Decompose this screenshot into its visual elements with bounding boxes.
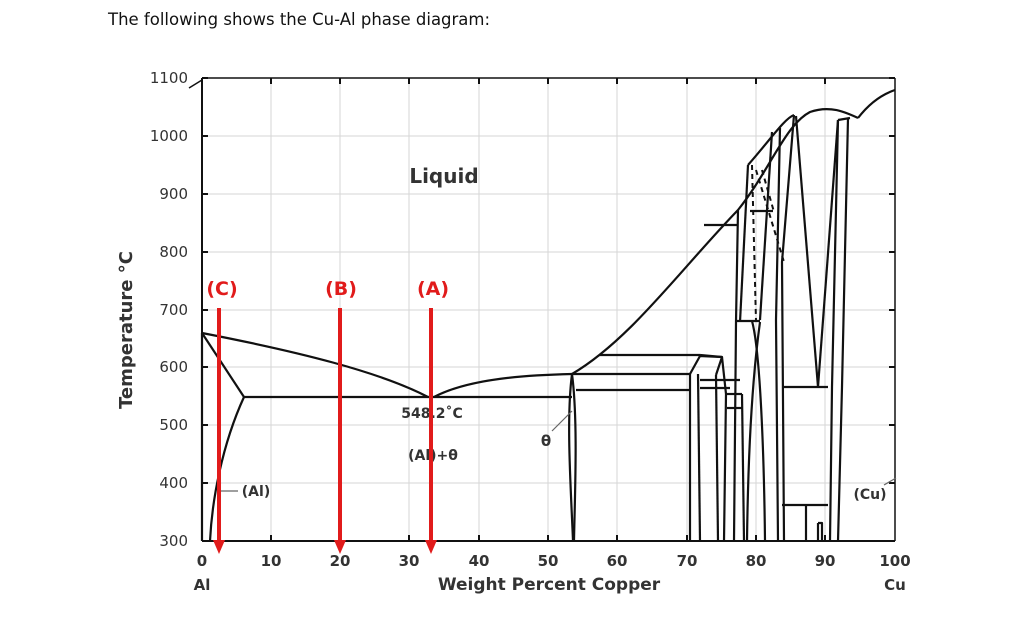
- x-tick-label: 90: [815, 552, 836, 570]
- x-end-label-al: Al: [194, 576, 211, 594]
- x-tick-label: 30: [399, 552, 420, 570]
- marker-c: (C): [206, 278, 238, 554]
- x-tick-label: 60: [607, 552, 628, 570]
- theta-leader-line: [551, 410, 573, 432]
- y-tick-label: 600: [159, 358, 188, 376]
- y-tick-label: 1100: [150, 69, 188, 87]
- y-tick-labels: 1100 1000 900 800 700 600 500 400 300: [150, 69, 188, 550]
- marker-c-label: (C): [206, 278, 237, 300]
- x-tick-label: 0: [197, 552, 207, 570]
- marker-b-arrowhead: [334, 540, 346, 554]
- liquid-label: Liquid: [409, 164, 478, 188]
- x-tick-label: 20: [330, 552, 351, 570]
- y-tick-label: 300: [159, 532, 188, 550]
- x-tick-label: 10: [261, 552, 282, 570]
- x-tick-label: 50: [538, 552, 559, 570]
- y-tick-label: 1000: [150, 127, 188, 145]
- theta-label: θ: [541, 432, 551, 450]
- y-tick-leader: [188, 79, 203, 89]
- y-tick-label: 700: [159, 301, 188, 319]
- y-tick-label: 400: [159, 474, 188, 492]
- intro-text: The following shows the Cu-Al phase diag…: [108, 10, 491, 29]
- cu-phase-label: (Cu): [853, 487, 886, 503]
- phase-boundaries: [200, 88, 896, 542]
- x-tick-label: 80: [746, 552, 767, 570]
- x-tick-label: 100: [879, 552, 910, 570]
- cu-leader-line: [883, 477, 897, 486]
- marker-a: (A): [417, 278, 449, 554]
- y-tick-label: 500: [159, 416, 188, 434]
- al-phase-label: (Al): [242, 484, 270, 500]
- marker-b: (B): [325, 278, 357, 554]
- al-theta-label: (Al)+θ: [408, 448, 458, 464]
- dashed-boundaries: [751, 164, 785, 322]
- x-tick-label: 40: [469, 552, 490, 570]
- marker-c-arrowhead: [213, 540, 225, 554]
- marker-a-arrowhead: [425, 540, 437, 554]
- x-tick-label: 70: [677, 552, 698, 570]
- marker-b-label: (B): [325, 278, 357, 300]
- marker-a-label: (A): [417, 278, 449, 300]
- y-tick-label: 900: [159, 185, 188, 203]
- x-axis-label: Weight Percent Copper: [438, 575, 661, 595]
- y-axis-label: Temperature °C: [116, 251, 137, 409]
- y-tick-label: 800: [159, 243, 188, 261]
- x-end-label-cu: Cu: [884, 576, 906, 594]
- x-tick-labels: 0 10 20 30 40 50 60 70 80 90 100: [197, 552, 911, 570]
